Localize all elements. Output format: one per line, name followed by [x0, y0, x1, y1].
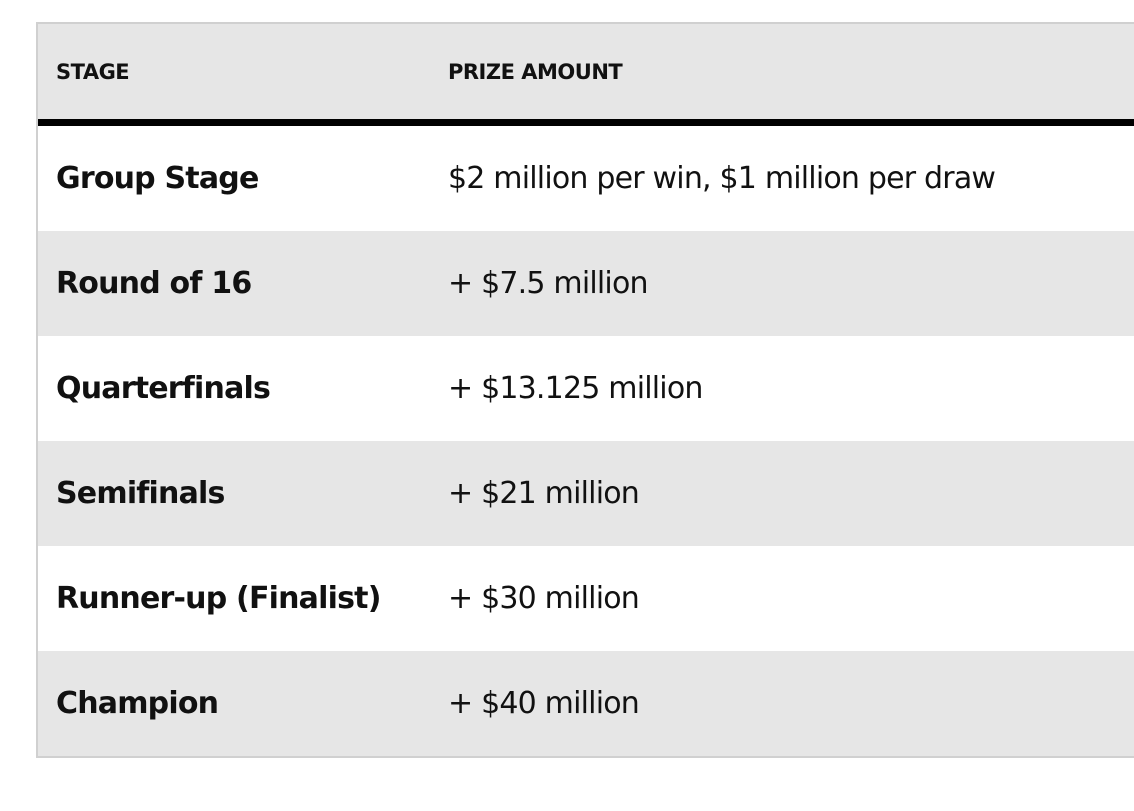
- prize-cell: $2 million per win, $1 million per draw: [448, 161, 996, 196]
- prize-cell: + $40 million: [448, 686, 640, 721]
- stage-cell: Round of 16: [56, 266, 252, 301]
- stage-cell: Runner-up (Finalist): [56, 581, 381, 616]
- table-row: Champion + $40 million: [38, 651, 1134, 756]
- table-row: Group Stage $2 million per win, $1 milli…: [38, 126, 1134, 231]
- table-row: Quarterfinals + $13.125 million: [38, 336, 1134, 441]
- table-header: STAGE PRIZE AMOUNT: [38, 24, 1134, 126]
- table-body: Group Stage $2 million per win, $1 milli…: [38, 126, 1134, 756]
- prize-cell: + $7.5 million: [448, 266, 649, 301]
- stage-cell: Group Stage: [56, 161, 259, 196]
- prize-table: STAGE PRIZE AMOUNT Group Stage $2 millio…: [36, 22, 1134, 758]
- prize-cell: + $21 million: [448, 476, 640, 511]
- table-row: Semifinals + $21 million: [38, 441, 1134, 546]
- table-row: Runner-up (Finalist) + $30 million: [38, 546, 1134, 651]
- table-row: Round of 16 + $7.5 million: [38, 231, 1134, 336]
- stage-cell: Semifinals: [56, 476, 225, 511]
- header-prize-amount: PRIZE AMOUNT: [448, 59, 623, 84]
- prize-cell: + $30 million: [448, 581, 640, 616]
- prize-cell: + $13.125 million: [448, 371, 703, 406]
- header-stage: STAGE: [56, 59, 130, 84]
- stage-cell: Quarterfinals: [56, 371, 271, 406]
- stage-cell: Champion: [56, 686, 219, 721]
